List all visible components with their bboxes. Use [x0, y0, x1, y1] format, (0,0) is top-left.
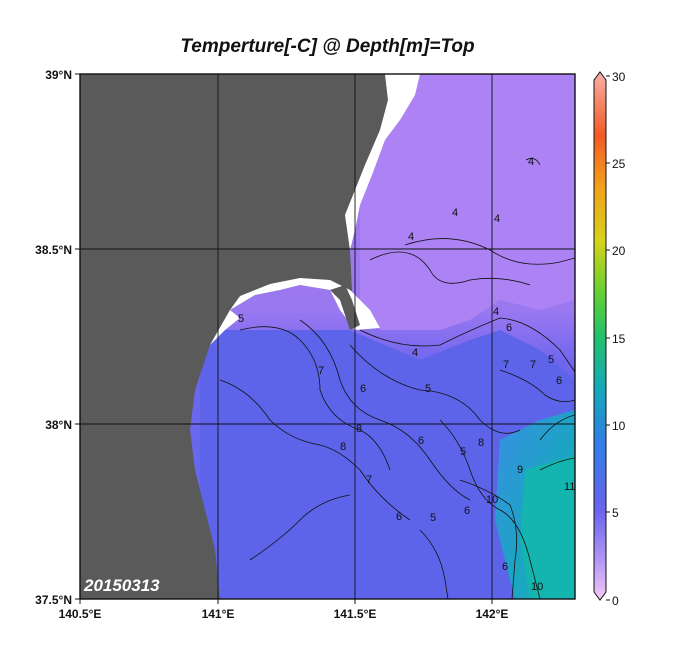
axis-ticks	[75, 73, 493, 604]
land-mass	[80, 74, 388, 599]
contour-line	[459, 479, 518, 599]
colorbar-bar	[593, 71, 607, 601]
lon-tick-label: 141°E	[202, 607, 235, 621]
map-frame	[79, 73, 576, 600]
contour-label: 6	[556, 375, 562, 387]
sea-mid-water	[200, 330, 575, 599]
colorbar-tick-label: 15	[612, 332, 626, 346]
contour-line	[359, 317, 575, 373]
colorbar: 30 25 20 15 10 5 0	[593, 70, 626, 608]
date-stamp: 20150313	[83, 576, 160, 595]
contour-label: 6	[418, 435, 424, 447]
contour-label: 7	[366, 474, 372, 486]
contour-label: 8	[478, 437, 484, 449]
lon-tick-label: 142°E	[476, 607, 509, 621]
lon-tick-label: 141.5°E	[334, 607, 377, 621]
contour-line	[369, 251, 531, 286]
lat-tick-label: 38.5°N	[35, 243, 72, 257]
contour-line	[499, 369, 575, 403]
contour-label: 4	[408, 231, 414, 243]
contour-label: 6	[360, 383, 366, 395]
sea-warmest-water	[520, 455, 575, 599]
contour-label: 5	[238, 313, 244, 325]
coastal-gap-south	[210, 310, 240, 345]
contour-label: 11	[564, 481, 575, 493]
contour-label: 4	[528, 156, 534, 168]
contour-label: 7	[530, 359, 536, 371]
colorbar-tick-label: 0	[612, 594, 619, 608]
ocean-data-view-watermark: Ocean Data View	[579, 524, 589, 597]
contour-label: 4	[494, 213, 500, 225]
lat-tick-label: 39°N	[45, 68, 72, 82]
contour-label: 6	[506, 322, 512, 334]
contour-label: 9	[517, 464, 523, 476]
contour-line	[525, 157, 541, 166]
contour-label-group: 4 4 4 4 4 4 5 5 5 5 5 6 6 6 6 6 6 6 7 7 …	[238, 156, 575, 593]
contour-line	[539, 457, 575, 471]
colorbar-tick-label: 25	[612, 157, 626, 171]
contour-label: 6	[464, 505, 470, 517]
contour-label: 7	[318, 365, 324, 377]
contour-label: 5	[430, 512, 436, 524]
contour-label: 8	[340, 441, 346, 453]
land-peninsula	[330, 285, 360, 330]
contour-line	[299, 319, 471, 501]
contour-line	[439, 419, 541, 599]
contour-label: 7	[503, 359, 509, 371]
contour-line	[404, 238, 575, 265]
lat-tick-label: 38°N	[45, 418, 72, 432]
contour-label: 4	[412, 347, 418, 359]
lat-tick-label: 37.5°N	[35, 593, 72, 607]
colorbar-tick-label: 30	[612, 70, 626, 84]
map-area: 4 4 4 4 4 4 5 5 5 5 5 6 6 6 6 6 6 6 7 7 …	[80, 74, 589, 599]
contour-line	[249, 494, 351, 561]
map-title: Temperture[-C] @ Depth[m]=Top	[180, 36, 475, 57]
contour-label: 10	[531, 581, 543, 593]
lon-tick-label: 140.5°E	[59, 607, 102, 621]
contour-label: 6	[502, 561, 508, 573]
contour-line	[219, 379, 411, 521]
contour-label: 4	[452, 207, 458, 219]
contour-label: 8	[356, 423, 362, 435]
contour-lines	[219, 157, 575, 599]
colorbar-tick-label: 10	[612, 419, 626, 433]
contour-line	[349, 344, 521, 434]
colorbar-ticks	[606, 75, 610, 601]
contour-label: 6	[396, 511, 402, 523]
contour-line	[239, 326, 391, 471]
map-grid	[80, 74, 575, 599]
contour-label: 5	[425, 383, 431, 395]
contour-line	[419, 529, 449, 599]
contour-label: 4	[493, 306, 499, 318]
contour-label: 5	[548, 354, 554, 366]
sea-cold-water	[360, 74, 575, 330]
coastal-gap-north	[345, 74, 420, 250]
colorbar-tick-label: 20	[612, 244, 626, 258]
contour-label: 5	[460, 446, 466, 458]
colorbar-tick-label: 5	[612, 506, 619, 520]
